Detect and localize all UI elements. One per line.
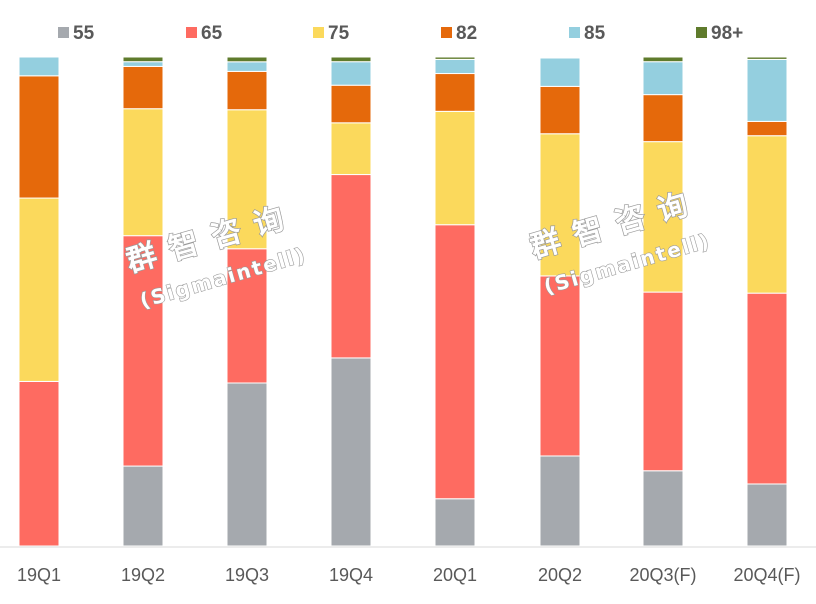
x-tick-label: 20Q3(F) xyxy=(629,565,696,585)
bar-segment-20Q4(F)-55 xyxy=(746,483,788,547)
bar-segment-20Q2-82 xyxy=(539,85,581,135)
x-tick-label: 19Q1 xyxy=(17,565,61,585)
bar-segment-19Q4-55 xyxy=(330,357,372,547)
x-tick-label: 19Q2 xyxy=(121,565,165,585)
bar-segment-19Q3-98+ xyxy=(226,56,268,63)
bar-segment-20Q1-75 xyxy=(434,110,476,226)
legend-label-85: 85 xyxy=(584,23,606,44)
legend-label-55: 55 xyxy=(73,23,95,44)
bar-segment-19Q4-82 xyxy=(330,84,372,124)
legend-label-65: 65 xyxy=(201,23,223,44)
bar-segment-20Q1-82 xyxy=(434,73,476,112)
bar-segment-20Q1-98+ xyxy=(434,56,476,60)
bar-segment-19Q1-75 xyxy=(18,197,60,382)
legend-swatch-98+ xyxy=(696,27,707,38)
bar-segment-19Q4-75 xyxy=(330,122,372,176)
bar-segment-20Q3(F)-75 xyxy=(642,141,684,293)
bar-segment-19Q3-55 xyxy=(226,382,268,547)
legend-label-75: 75 xyxy=(328,23,350,44)
bars-area xyxy=(18,56,788,547)
bar-segment-20Q4(F)-75 xyxy=(746,135,788,294)
x-tick-label: 20Q2 xyxy=(538,565,582,585)
bar-segment-20Q3(F)-55 xyxy=(642,470,684,547)
bar-segment-19Q4-65 xyxy=(330,174,372,359)
bar-segment-19Q2-85 xyxy=(122,61,164,67)
bar-segment-20Q3(F)-65 xyxy=(642,291,684,472)
legend-swatch-65 xyxy=(186,27,197,38)
bar-segment-19Q3-65 xyxy=(226,248,268,384)
x-tick-label: 20Q4(F) xyxy=(733,565,800,585)
bar-segment-19Q1-82 xyxy=(18,75,60,199)
legend-swatch-55 xyxy=(58,27,69,38)
legend: 55 65 75 82 85 98+ xyxy=(58,23,743,44)
x-tick-label: 20Q1 xyxy=(433,565,477,585)
legend-label-98+: 98+ xyxy=(711,23,743,44)
bar-segment-20Q3(F)-82 xyxy=(642,94,684,143)
legend-label-82: 82 xyxy=(456,23,477,44)
x-tick-label: 19Q4 xyxy=(329,565,373,585)
bar-segment-19Q2-82 xyxy=(122,65,164,110)
bar-segment-20Q1-55 xyxy=(434,498,476,547)
bar-segment-19Q2-55 xyxy=(122,465,164,547)
bar-segment-20Q2-55 xyxy=(539,455,581,547)
legend-swatch-75 xyxy=(313,27,324,38)
bar-segment-20Q2-75 xyxy=(539,133,581,277)
bar-segment-20Q3(F)-85 xyxy=(642,61,684,96)
bar-segment-20Q4(F)-65 xyxy=(746,292,788,485)
bar-segment-20Q2-85 xyxy=(539,57,581,87)
legend-swatch-82 xyxy=(441,27,452,38)
bar-segment-19Q3-82 xyxy=(226,70,268,111)
bar-segment-19Q4-85 xyxy=(330,61,372,86)
bar-segment-19Q3-85 xyxy=(226,61,268,72)
bar-segment-20Q3(F)-98+ xyxy=(642,56,684,63)
bar-segment-19Q4-98+ xyxy=(330,56,372,63)
bar-segment-19Q2-75 xyxy=(122,108,164,237)
bar-segment-19Q1-85 xyxy=(18,56,60,77)
x-tick-label: 19Q3 xyxy=(225,565,269,585)
bar-segment-19Q2-98+ xyxy=(122,56,164,63)
bar-segment-20Q4(F)-82 xyxy=(746,120,788,137)
legend-swatch-85 xyxy=(569,27,580,38)
bar-segment-20Q1-85 xyxy=(434,58,476,75)
bar-segment-19Q1-65 xyxy=(18,380,60,547)
bar-segment-20Q4(F)-98+ xyxy=(746,56,788,60)
bar-segment-20Q2-98+ xyxy=(539,56,581,59)
bar-segment-20Q2-65 xyxy=(539,275,581,457)
bar-segment-19Q2-65 xyxy=(122,235,164,467)
bar-segment-20Q1-65 xyxy=(434,224,476,500)
x-axis-ticks: 19Q1 19Q2 19Q3 19Q4 20Q1 20Q2 20Q3(F) 20Q4(F) xyxy=(17,565,801,585)
bar-segment-20Q4(F)-85 xyxy=(746,58,788,122)
